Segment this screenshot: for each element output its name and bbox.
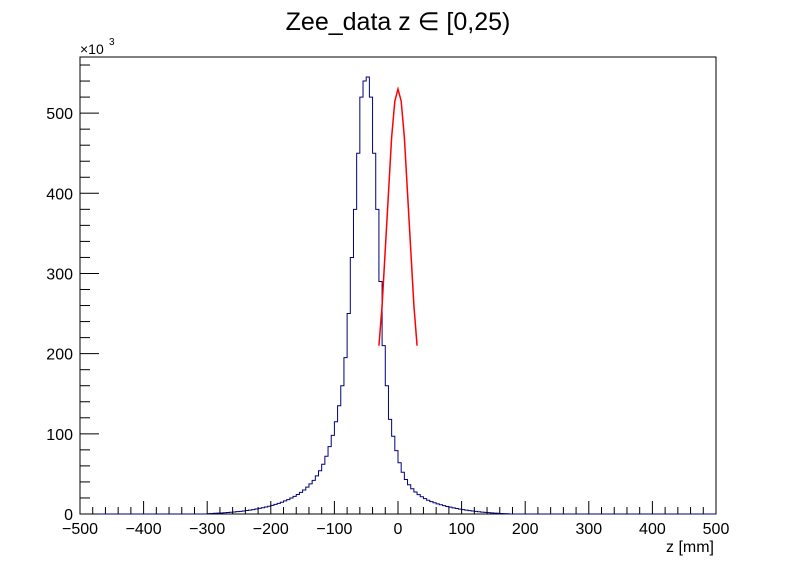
x-tick-label: 100 [448,521,475,538]
y-multiplier-base: ×10 [80,41,104,57]
x-tick-label: −500 [62,521,98,538]
y-tick-label: 100 [46,427,73,444]
x-tick-label: 400 [639,521,666,538]
fit-curve-series [378,86,418,346]
series-group [80,76,716,515]
x-tick-label: 200 [512,521,539,538]
y-tick-label: 0 [64,507,73,524]
x-tick-label: 0 [394,521,403,538]
x-tick-label: 500 [703,521,730,538]
y-axis-ticks: 0 100 200 300 400 500 [46,64,99,524]
x-tick-label: −300 [189,521,225,538]
y-tick-label: 400 [46,186,73,203]
x-axis-ticks: −500 −400 −300 −200 −100 0 100 200 300 400 500 [62,501,729,538]
y-tick-label: 200 [46,347,73,364]
x-tick-label: 300 [575,521,602,538]
x-axis-label: z [mm] [666,539,714,556]
y-tick-label: 300 [46,266,73,283]
x-tick-label: −200 [253,521,289,538]
y-multiplier-exponent: 3 [109,37,115,48]
chart-title: Zee_data z ∈ [0,25) [286,8,511,36]
y-multiplier: ×10 3 [80,37,115,57]
histogram-step-series [80,76,716,515]
x-tick-label: −100 [316,521,352,538]
plot-frame [79,56,717,515]
x-tick-label: −400 [126,521,162,538]
y-tick-label: 500 [46,106,73,123]
